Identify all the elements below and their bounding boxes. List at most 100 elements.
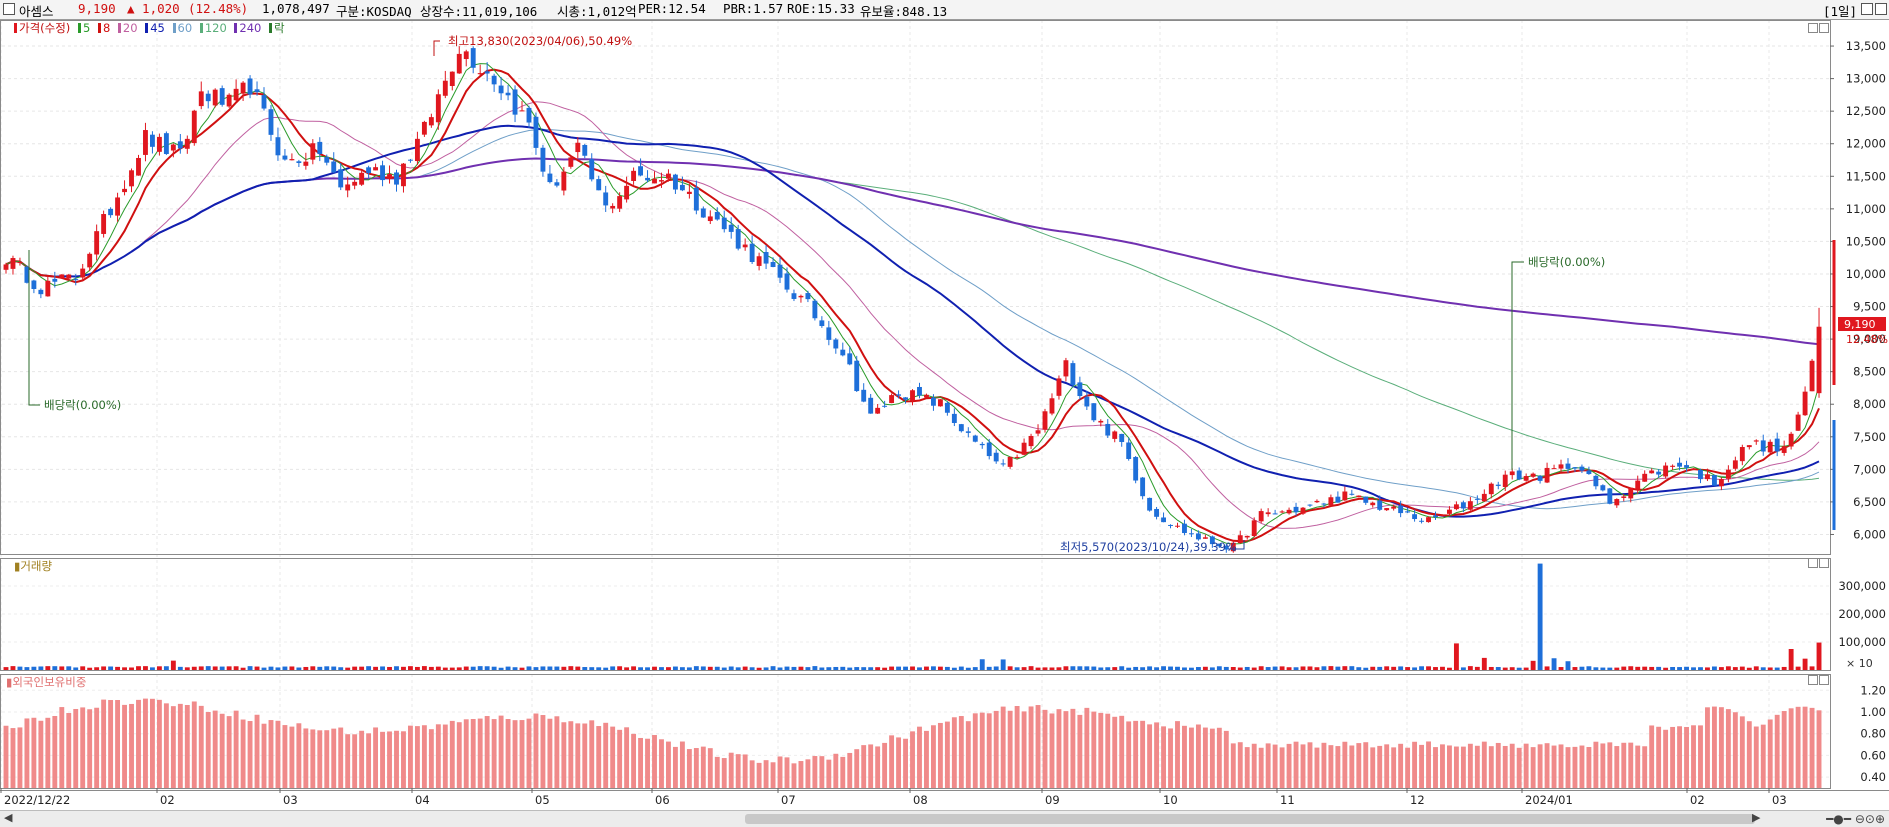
candle-body xyxy=(805,293,811,300)
zoom-controls[interactable]: ━●━ ⊖⊙⊕ xyxy=(1826,812,1885,826)
volume-bar xyxy=(296,667,302,670)
foreign-bar xyxy=(1426,741,1431,788)
candle-body xyxy=(1698,469,1703,480)
price-tick-label: 7,500 xyxy=(1853,430,1886,444)
legend-ma5[interactable]: 5 xyxy=(82,21,91,35)
x-tick-label: 10 xyxy=(1163,793,1178,807)
last-price-label: 9,190 xyxy=(1844,318,1876,331)
checkbox-icon[interactable] xyxy=(3,3,15,15)
candle-body xyxy=(1705,474,1710,480)
volume-bar xyxy=(686,667,692,670)
close-icon[interactable] xyxy=(1875,3,1887,15)
high-leader xyxy=(433,40,440,56)
legend-rak[interactable]: 락 xyxy=(274,21,285,35)
foreign-bar xyxy=(1488,746,1494,788)
period-selector[interactable]: [1일] xyxy=(1823,4,1858,19)
volume-bar xyxy=(714,666,720,670)
foreign-bar xyxy=(45,717,51,788)
scroll-left-icon[interactable]: ◀ xyxy=(4,811,13,824)
dividend-leader-2 xyxy=(1511,261,1524,470)
foreign-bar xyxy=(930,725,936,788)
foreign-bar xyxy=(470,719,476,788)
candle-body xyxy=(1154,508,1160,517)
volume-bar xyxy=(442,667,448,670)
minimize-icon[interactable] xyxy=(1861,3,1873,15)
foreign-tick-label: 0.60 xyxy=(1860,748,1886,762)
candle-body xyxy=(1195,533,1201,540)
legend-ma240[interactable]: 240 xyxy=(239,21,262,35)
volume-bar xyxy=(679,667,685,670)
foreign-panel-buttons[interactable] xyxy=(1808,674,1830,685)
candle-body xyxy=(1056,378,1062,396)
volume-bar xyxy=(1112,667,1118,670)
foreign-bar xyxy=(1642,746,1648,788)
volume-bar xyxy=(498,667,504,670)
volume-bar xyxy=(1405,667,1411,670)
candle-body xyxy=(1502,474,1508,487)
volume-bar xyxy=(840,666,846,670)
volume-bar xyxy=(143,666,148,670)
scroll-right-icon[interactable]: ▶ xyxy=(1752,811,1761,824)
price-panel-buttons[interactable] xyxy=(1808,22,1830,33)
legend-ma20[interactable]: 20 xyxy=(122,21,138,35)
volume-bar xyxy=(331,666,337,670)
candle-body xyxy=(1119,433,1125,443)
candle-body xyxy=(401,163,406,187)
candle-body xyxy=(645,177,650,181)
foreign-bar xyxy=(1607,742,1613,788)
legend-ma8[interactable]: 8 xyxy=(102,21,111,35)
volume-bar xyxy=(1488,666,1494,670)
foreign-bar xyxy=(1614,746,1620,788)
foreign-bar xyxy=(958,716,964,788)
volume-bar xyxy=(317,666,323,670)
foreign-bar xyxy=(519,720,525,788)
volume-tick-label: 300,000 xyxy=(1838,579,1886,593)
candle-body xyxy=(1405,511,1411,513)
volume-bar xyxy=(1021,667,1027,670)
volume-bar xyxy=(742,666,748,670)
foreign-bar xyxy=(338,727,344,788)
candle-body xyxy=(73,279,79,281)
foreign-bar xyxy=(484,716,490,788)
volume-bar xyxy=(1565,661,1571,670)
foreign-bar xyxy=(617,729,623,788)
candle-body xyxy=(115,197,121,216)
volume-bar xyxy=(1377,666,1383,670)
volume-bar xyxy=(345,667,351,670)
foreign-bar xyxy=(1216,727,1222,788)
foreign-bar xyxy=(449,720,455,788)
candle-body xyxy=(721,217,727,230)
candle-body xyxy=(589,159,595,180)
volume-bar xyxy=(805,667,811,670)
foreign-bar xyxy=(1230,743,1236,788)
candle-body xyxy=(1307,504,1313,506)
legend-ma60[interactable]: 60 xyxy=(177,21,193,35)
foreign-bar xyxy=(373,727,379,788)
time-scrollbar[interactable]: ◀ ▶ ━●━ ⊖⊙⊕ xyxy=(0,810,1889,827)
volume-bar xyxy=(1363,667,1369,670)
candle-body xyxy=(930,397,936,406)
candle-body xyxy=(1370,502,1376,506)
volume-bar xyxy=(1307,666,1313,670)
legend-ma45[interactable]: 45 xyxy=(150,21,165,35)
volume-bar xyxy=(1656,666,1662,670)
legend-price[interactable]: 가격(수정) xyxy=(19,21,71,35)
foreign-bar xyxy=(624,727,630,788)
candle-body xyxy=(331,161,337,173)
foreign-bar xyxy=(1635,745,1641,788)
legend-ma120[interactable]: 120 xyxy=(204,21,227,35)
candle-body xyxy=(1140,477,1146,497)
volume-bar xyxy=(73,667,79,670)
candle-body xyxy=(1293,506,1299,513)
scrollbar-thumb[interactable] xyxy=(745,814,1755,824)
candle-body xyxy=(366,167,372,174)
candle-body xyxy=(45,280,51,297)
foreign-bar xyxy=(1356,743,1362,788)
volume-bar xyxy=(1140,667,1146,670)
candle-body xyxy=(1816,326,1822,394)
candle-body xyxy=(1718,479,1724,487)
foreign-bar xyxy=(1063,711,1069,788)
candle-body xyxy=(875,407,881,414)
market-type: 구분:KOSDAQ xyxy=(336,4,412,19)
volume-bar xyxy=(1558,667,1564,670)
